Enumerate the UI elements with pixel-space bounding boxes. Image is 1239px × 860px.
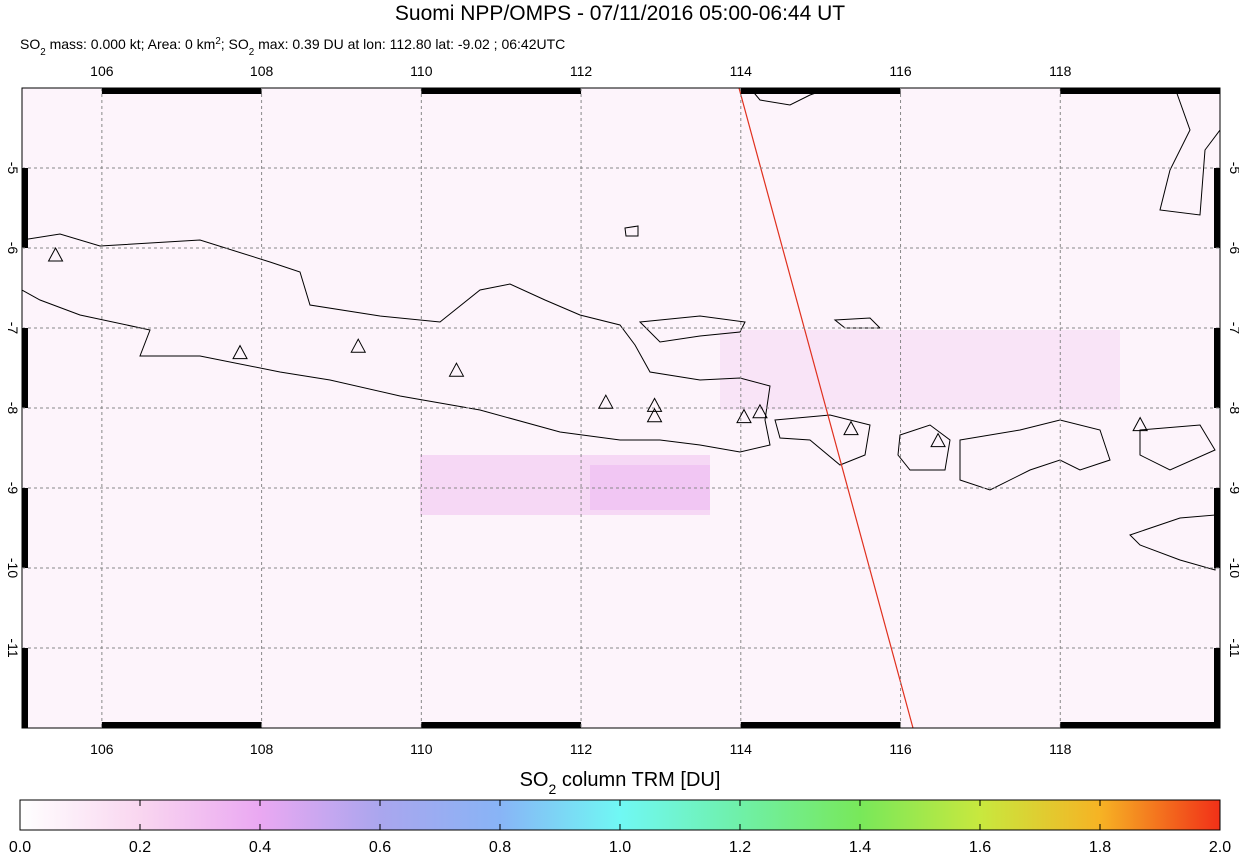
x-tick-label: 106 [90,741,114,757]
text-part: column TRM [DU] [556,769,720,791]
subscript: 2 [40,47,45,58]
colorbar-tick-label: 1.8 [1089,839,1111,855]
x-tick-label: 112 [570,741,593,757]
colorbar-tick-label: 1.4 [849,839,871,855]
x-tick-label: 110 [410,741,433,757]
x-tick-label: 116 [889,63,912,79]
frame-band [421,722,582,728]
volcano [350,338,367,353]
y-tick-label: -8 [5,402,21,415]
frame-band [101,88,262,94]
y-tick-label: -10 [5,558,21,578]
y-tick-label: -7 [1227,322,1239,335]
volcano [448,362,465,377]
colorbar-tick-label: 0.2 [129,839,151,855]
frame-band [740,88,901,94]
subscript: 2 [215,36,220,47]
text-part: max: 0.39 DU at lon: 112.80 lat: -9.02 ;… [254,36,565,52]
colorbar-tick-label: 1.2 [729,839,751,855]
title: Suomi NPP/OMPS - 07/11/2016 05:00-06:44 … [395,2,845,25]
frame-band [1214,488,1220,568]
frame-band [22,168,28,248]
y-tick-label: -6 [5,242,21,255]
x-tick-label: 106 [90,63,114,79]
y-tick-label: -5 [5,162,21,175]
colorbar-tick-label: 0.6 [369,839,391,855]
volcano [646,407,663,423]
volcano [232,344,248,360]
x-tick-label: 112 [570,63,593,79]
colorbar-tick-label: 0.4 [249,839,271,855]
frame-band [1214,648,1220,728]
frame-band [22,328,28,408]
y-tick-label: -9 [5,482,21,495]
frame-band [101,722,262,728]
x-tick-label: 114 [730,741,753,757]
frame-band [1214,168,1220,248]
frame-band [22,648,28,728]
so2-field [720,330,1120,410]
y-tick-label: -7 [5,322,21,335]
x-tick-label: 108 [250,741,274,757]
volcano [646,397,663,412]
y-tick-label: -6 [1227,242,1239,255]
volcano [930,432,946,448]
colorbar-tick-label: 0.0 [9,839,31,855]
y-tick-label: -9 [1227,482,1239,495]
colorbar-tick-label: 1.6 [969,839,991,855]
x-tick-label: 116 [889,741,912,757]
x-tick-label: 110 [410,63,433,79]
y-tick-label: -11 [1227,638,1239,657]
frame-band [1060,88,1220,94]
volcano [1132,416,1148,432]
x-tick-label: 108 [250,63,274,79]
colorbar-label: SO2 column TRM [DU] [520,769,721,797]
frame-band [22,488,28,568]
so2-field [590,465,710,510]
colorbar-tick-label: 0.8 [489,839,511,855]
y-tick-label: -5 [1227,162,1239,175]
volcano [47,246,64,262]
volcano [752,403,768,419]
x-tick-label: 118 [1049,741,1072,757]
subtitle: SO2 mass: 0.000 kt; Area: 0 km2; SO2 max… [20,36,565,58]
text-part: SO [20,36,40,52]
x-tick-label: 118 [1049,63,1072,79]
volcano [843,420,859,436]
frame-band [1060,722,1220,728]
text-part: mass: 0.000 kt; Area: 0 km [46,36,216,52]
x-tick-label: 114 [730,63,753,79]
frame-band [1214,328,1220,408]
subscript: 2 [549,781,557,797]
y-tick-label: -8 [1227,402,1239,415]
volcano [736,408,752,424]
colorbar-tick-label: 2.0 [1209,839,1231,855]
subscript: 2 [249,47,254,58]
volcano [597,394,614,409]
text-part: SO [520,769,549,791]
frame-band [740,722,901,728]
y-tick-label: -11 [5,638,21,657]
colorbar-tick-label: 1.0 [609,839,631,855]
y-tick-label: -10 [1227,558,1239,578]
text-part: ; SO [221,36,249,52]
frame-band [421,88,582,94]
